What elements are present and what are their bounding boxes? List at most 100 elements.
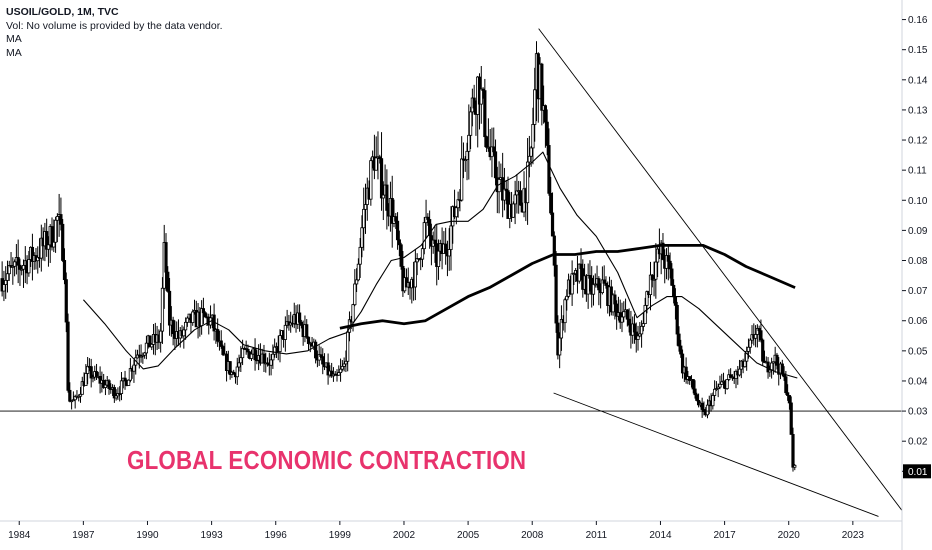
candle-body [485,136,489,148]
candle-body [664,255,669,269]
candle-body [716,386,720,389]
candle-body [346,331,350,362]
candle-body [565,295,569,301]
last-price-tag: 0.01 [903,464,931,479]
candle-body [5,273,10,281]
candle-body [283,324,287,340]
candle-body [545,121,549,146]
y-tick-label: 0.06 [908,316,928,327]
candle-body [426,216,430,220]
candle-body [552,235,556,266]
candle-body [627,318,631,326]
candle-body [547,145,551,194]
candle-body [148,335,152,348]
candle-body [232,371,236,375]
candle-body [460,158,464,201]
candle-body [533,89,537,125]
candle-body [262,353,266,364]
candle-body [167,290,172,326]
candle-body [340,365,344,370]
candle-body [139,355,143,358]
candle-body [787,395,792,404]
candle-body [791,434,795,468]
candle-body [249,353,254,359]
candle-body [378,156,382,159]
candle-body [237,362,241,368]
legend-ma-1[interactable]: MA [6,33,22,45]
candle-body [422,222,426,250]
candle-body [700,402,704,410]
candle-body [680,353,685,374]
y-tick-label: 0.15 [908,45,928,56]
candle-body [468,111,473,136]
candle-body [543,105,548,123]
y-tick-label: 0.11 [908,166,927,177]
candle-body [428,219,432,237]
legend-ma-2[interactable]: MA [6,46,22,59]
candle-body [314,341,318,359]
candle-body [479,88,483,105]
annotation-text[interactable]: GLOBAL ECONOMIC CONTRACTION [127,445,527,475]
candle-body [463,159,467,162]
drawing-lines [0,28,903,517]
candle-body [613,294,617,305]
x-tick-label: 2020 [778,530,801,541]
candle-body [159,330,163,343]
candle-body [305,324,309,338]
candle-body [515,190,519,196]
candle-body [326,362,330,376]
candle-body [588,275,592,279]
candle-body [62,260,67,281]
x-tick-label: 2023 [842,530,865,541]
candle-body [2,284,6,292]
candle-body [768,369,772,373]
candle-body [144,342,149,354]
candle-body [600,279,605,294]
y-tick-label: 0.14 [908,75,928,86]
candle-body [746,346,751,352]
candle-body [219,340,223,347]
candle-body [693,388,697,396]
candle-body [563,299,567,324]
legend-title[interactable]: USOIL/GOLD, 1M, TVC [6,6,119,18]
candle-body [118,393,122,395]
candle-body [766,361,770,373]
candle-body [342,363,346,367]
candle-body [394,216,398,222]
candle-body [221,346,225,355]
candle-body [20,268,24,271]
candle-body [278,335,282,353]
time-axis[interactable]: 1984 1987 1990 1993 1996 1999 2002 2005 2008 2011… [0,520,902,541]
candle-body [511,203,515,218]
x-tick-label: 2014 [649,530,672,541]
candle-body [775,354,779,366]
candle-body [454,207,458,218]
x-tick-label: 2008 [521,530,544,541]
candle-body [753,334,758,339]
candle-body [68,389,72,402]
candle-body [201,308,206,314]
candle-body [297,312,302,323]
candle-body [119,380,124,394]
candle-body [80,381,84,395]
candle-body [36,257,40,262]
candle-body [666,255,670,262]
candle-body [103,384,108,388]
candle-body [670,268,674,286]
moving-averages [82,151,798,379]
candle-body [61,223,65,261]
candle-body [696,400,701,406]
y-tick-label: 0.05 [908,346,928,357]
candle-body [381,194,385,199]
x-tick-label: 1984 [8,530,31,541]
candle-body [449,225,453,250]
candle-body [91,376,95,379]
candle-body [184,321,188,331]
y-tick-label: 0.02 [908,437,928,448]
candle-body [273,346,277,355]
y-tick-label: 0.13 [908,105,928,116]
candle-body [684,366,688,380]
x-tick-label: 1987 [72,530,95,541]
candle-body [354,279,359,285]
